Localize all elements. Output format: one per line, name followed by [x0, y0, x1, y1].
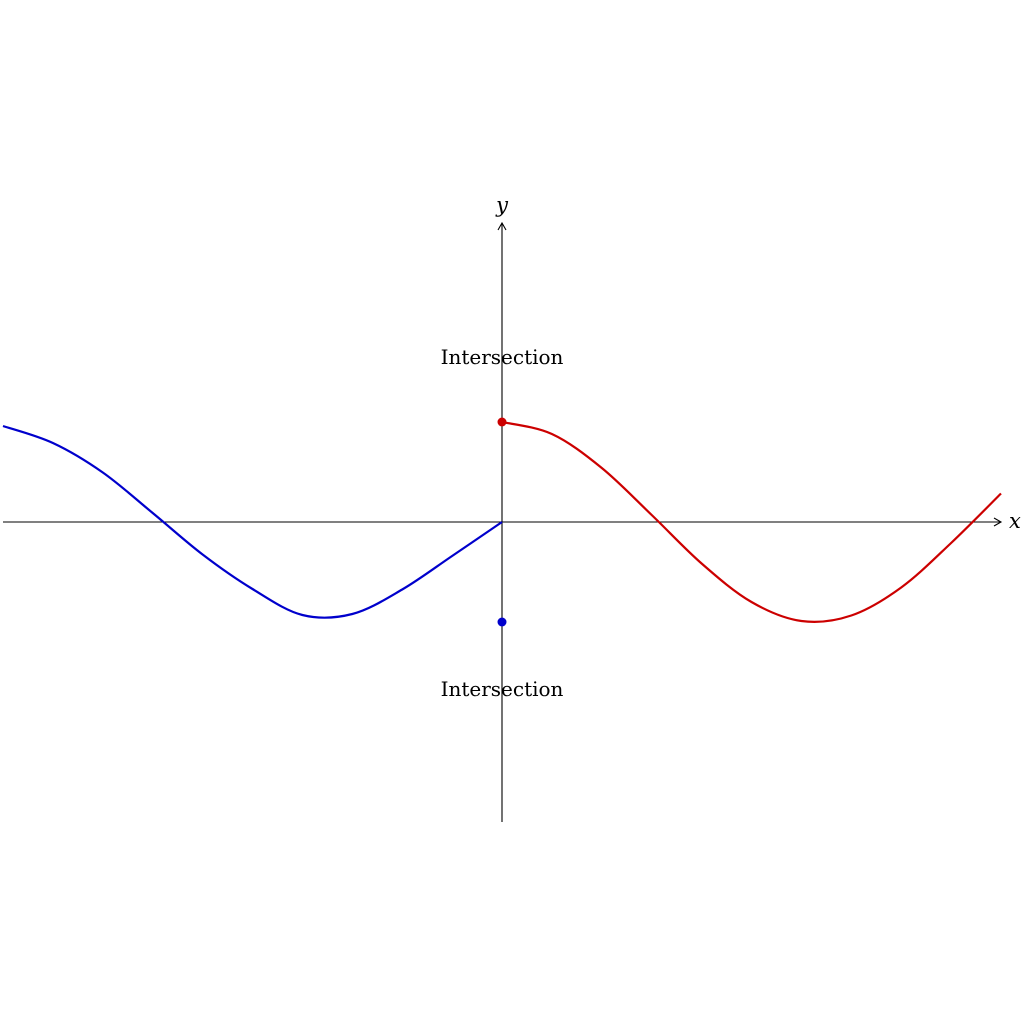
annotation-top: Intersection	[441, 345, 564, 369]
x-axis-label: x	[1009, 509, 1021, 533]
series-line-0	[2, 424, 503, 619]
y-axis-label: y	[495, 193, 509, 217]
intersection-point-1	[497, 617, 507, 627]
series-line-1	[501, 420, 1002, 623]
points-layer	[497, 417, 507, 627]
series-layer	[2, 420, 1002, 623]
intersection-point-0	[497, 417, 507, 427]
annotation-bottom: Intersection	[441, 677, 564, 701]
